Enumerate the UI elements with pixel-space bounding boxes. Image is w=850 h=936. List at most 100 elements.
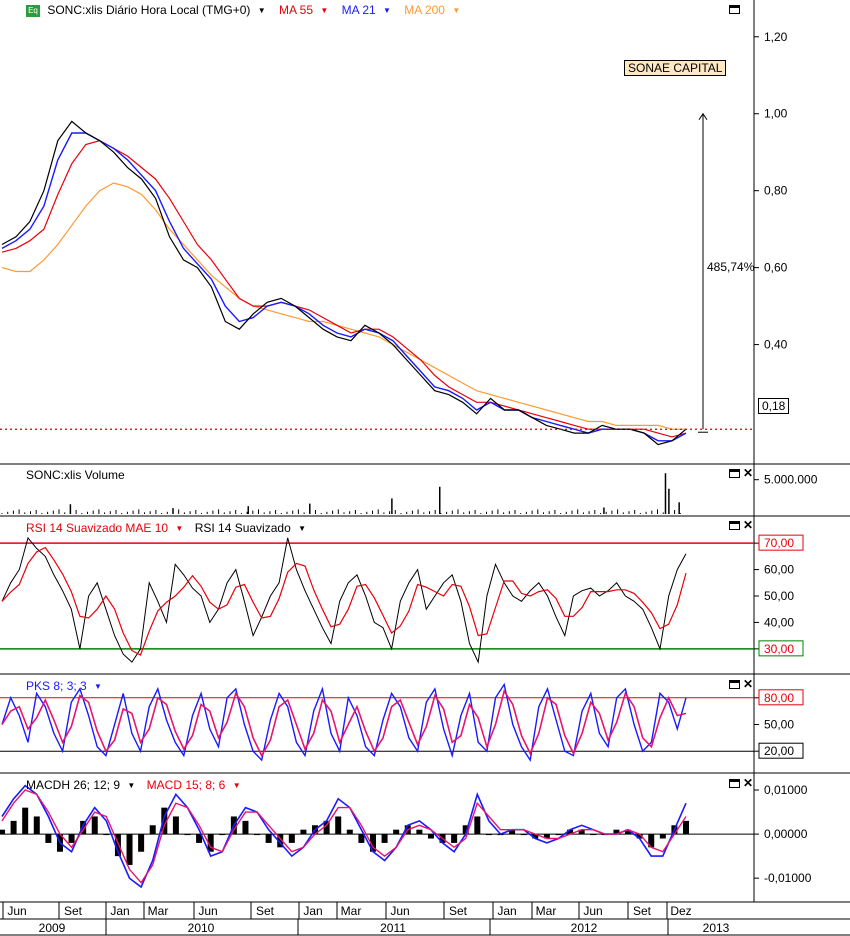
stoch-panel-close-icon[interactable]: ✕ [743, 677, 754, 691]
ma21-series-line [1, 132, 687, 442]
ma21-legend[interactable]: MA 21 [341, 3, 376, 17]
macd-histogram-bar [358, 834, 365, 843]
month-tick-label: Mar [341, 904, 362, 918]
ma200-legend[interactable]: MA 200 [404, 3, 445, 17]
stoch-dropdown-icon[interactable]: ▼ [94, 682, 102, 692]
rsi-series-line [1, 536, 687, 664]
volume-panel-maximize-button[interactable] [729, 469, 740, 478]
month-tick-label: Dez [670, 904, 691, 918]
price-axis-tick-label: 0,40 [764, 338, 788, 352]
price-tag: 0,18 [758, 398, 790, 414]
ma200-dropdown-icon[interactable]: ▼ [452, 6, 461, 16]
stoch-legend: PKS 8; 3; 3 ▼ [26, 679, 106, 693]
stoch-d-series-line [1, 689, 687, 758]
macd-histogram-bar [335, 816, 342, 835]
change-label: 485,74% [707, 260, 755, 274]
rsi-smooth-dropdown-icon[interactable]: ▼ [175, 524, 184, 534]
macd-legend-label[interactable]: MACD 15; 8; 6 [146, 778, 226, 792]
month-tick-label: Jun [7, 904, 26, 918]
macd-histogram-bar [126, 834, 133, 865]
price-series-line [1, 120, 687, 446]
macd-axis-tick-label: 0,01000 [764, 783, 808, 797]
rsi-dropdown-icon[interactable]: ▼ [298, 524, 307, 534]
month-tick-label: Jun [583, 904, 602, 918]
month-tick-label: Jun [198, 904, 217, 918]
macd-histogram-bar [0, 829, 5, 835]
rsi-level-label: 70,00 [764, 536, 794, 550]
ma55-legend[interactable]: MA 55 [279, 3, 314, 17]
price-axis-tick-label: 0,80 [764, 184, 788, 198]
company-tag: SONAE CAPITAL [624, 60, 727, 76]
month-tick-label: Jan [110, 904, 129, 918]
stoch-axis-tick-label: 50,00 [764, 718, 794, 732]
month-tick-label: Mar [148, 904, 169, 918]
macd-histogram-bar [277, 834, 284, 848]
macd-histogram-bar [138, 834, 145, 852]
macd-dropdown-icon[interactable]: ▼ [232, 781, 241, 791]
macd-panel-maximize-button[interactable] [729, 779, 740, 788]
rsi-axis-tick-label: 60,00 [764, 563, 794, 577]
macd-histogram-bar [149, 825, 156, 835]
rsi-axis-tick-label: 40,00 [764, 615, 794, 629]
year-tick-label: 2009 [39, 921, 66, 935]
symbol-label[interactable]: SONC:xlis Diário Hora Local (TMG+0) [47, 3, 251, 17]
price-axis-tick-label: 1,20 [764, 30, 788, 44]
year-tick-label: 2013 [703, 921, 730, 935]
macd-histogram-bar [10, 820, 17, 835]
macd-histogram-bar [265, 834, 272, 843]
stoch-k-series-line [1, 682, 687, 762]
rsi-legend-label[interactable]: RSI 14 Suavizado [194, 521, 291, 535]
ma200-series-line [1, 182, 686, 430]
macd-histogram-bar [625, 829, 632, 835]
rsi-smooth-legend[interactable]: RSI 14 Suavizado MAE 10 [26, 521, 169, 535]
price-legend: Eq SONC:xlis Diário Hora Local (TMG+0) ▼… [26, 3, 464, 17]
macd-histogram-bar [45, 834, 52, 843]
macd-histogram-bar [288, 834, 295, 843]
macd-histogram-bar [683, 820, 689, 835]
rsi-level-box [758, 640, 804, 657]
year-tick-label: 2012 [571, 921, 598, 935]
volume-panel-close-icon[interactable]: ✕ [743, 466, 754, 480]
macd-panel-close-icon[interactable]: ✕ [743, 776, 754, 790]
equity-badge-icon: Eq [26, 4, 40, 17]
macd-histogram-bar [22, 807, 29, 835]
price-axis-tick-label: 0,60 [764, 261, 788, 275]
volume-legend[interactable]: SONC:xlis Volume [26, 468, 125, 482]
macd-histogram-bar [300, 829, 307, 835]
month-tick-label: Set [64, 904, 83, 918]
macd-histogram-bar [427, 834, 434, 839]
year-tick-label: 2010 [188, 921, 215, 935]
macd-histogram-bar [161, 807, 168, 835]
stoch-axis-tick-label: 20,00 [764, 744, 794, 758]
symbol-dropdown-icon[interactable]: ▼ [257, 6, 266, 16]
price-panel-maximize-button[interactable] [729, 5, 740, 14]
stoch-panel-maximize-button[interactable] [729, 680, 740, 689]
price-axis-tick-label: 1,00 [764, 107, 788, 121]
month-tick-label: Set [633, 904, 652, 918]
rsi-legend: RSI 14 Suavizado MAE 10 ▼ RSI 14 Suaviza… [26, 521, 310, 535]
ma55-dropdown-icon[interactable]: ▼ [320, 6, 329, 16]
macdh-legend-label[interactable]: MACDH 26; 12; 9 [26, 778, 121, 792]
stoch-legend-label[interactable]: PKS 8; 3; 3 [26, 679, 87, 693]
rsi-panel-maximize-button[interactable] [729, 521, 740, 530]
macd-histogram-bar [346, 829, 353, 835]
month-tick-label: Set [449, 904, 468, 918]
macd-histogram-bar [393, 829, 400, 835]
macd-histogram-bar [578, 829, 585, 835]
macd-histogram-bar [648, 834, 655, 848]
ma21-dropdown-icon[interactable]: ▼ [383, 6, 391, 16]
rsi-level-box [758, 534, 804, 551]
macd-histogram-bar [369, 834, 376, 852]
macd-histogram-bar [659, 834, 666, 839]
macdh-dropdown-icon[interactable]: ▼ [127, 781, 136, 791]
macd-histogram-bar [196, 834, 203, 843]
macd-histogram-bar [68, 834, 75, 843]
month-tick-label: Jan [497, 904, 516, 918]
macd-histogram-bar [114, 834, 121, 857]
rsi-panel-close-icon[interactable]: ✕ [743, 518, 754, 532]
macd-histogram-bar [636, 834, 643, 839]
year-tick-label: 2011 [380, 921, 406, 935]
macd-axis-tick-label: 0,00000 [764, 827, 808, 841]
month-tick-label: Jun [390, 904, 409, 918]
